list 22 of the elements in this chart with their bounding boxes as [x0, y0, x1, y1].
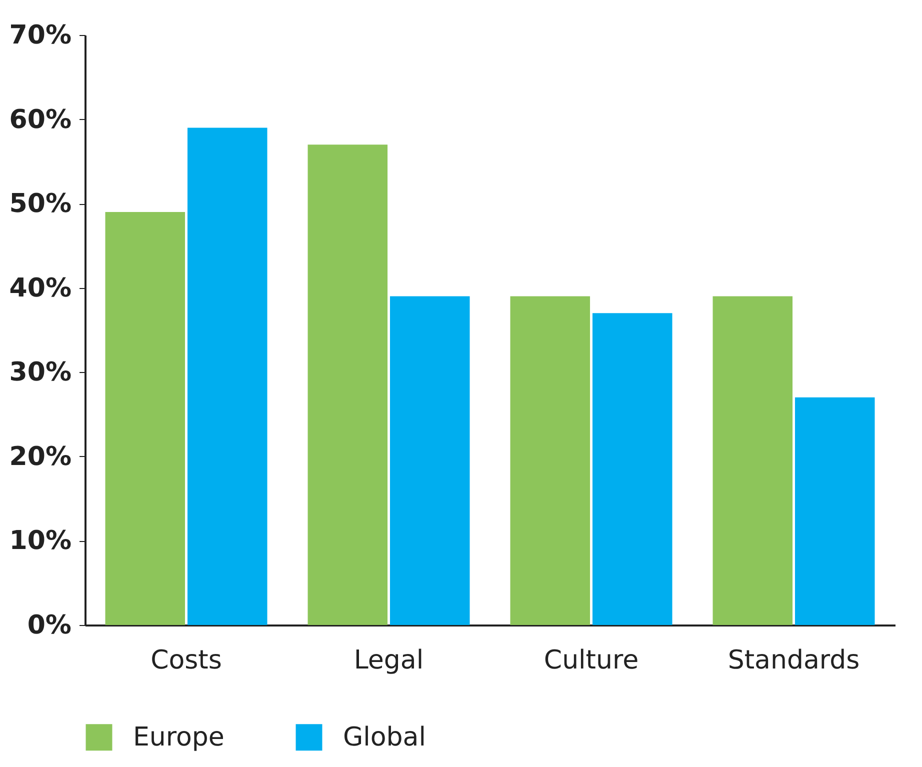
y-tick-label: 50% [9, 189, 72, 220]
x-tick-label: Legal [354, 646, 424, 676]
x-tick-label: Standards [728, 646, 860, 676]
bar [390, 296, 470, 625]
bar [712, 296, 793, 625]
y-tick-label: 20% [9, 442, 72, 472]
bar [105, 212, 186, 625]
legend-label: Europe [133, 722, 224, 752]
bar [510, 296, 590, 625]
x-tick-label: Culture [544, 646, 639, 676]
y-tick-label: 0% [27, 610, 72, 640]
y-tick-label: 40% [9, 273, 72, 304]
legend-label: Global [343, 722, 426, 752]
y-tick-label: 10% [9, 526, 72, 556]
bar [308, 144, 388, 625]
x-tick-label: Costs [150, 646, 222, 676]
bar [187, 128, 268, 625]
y-tick-label: 70% [9, 20, 72, 50]
y-tick-label: 30% [9, 358, 72, 388]
bar [794, 397, 875, 625]
bar [592, 313, 672, 625]
y-tick-label: 60% [9, 104, 72, 135]
